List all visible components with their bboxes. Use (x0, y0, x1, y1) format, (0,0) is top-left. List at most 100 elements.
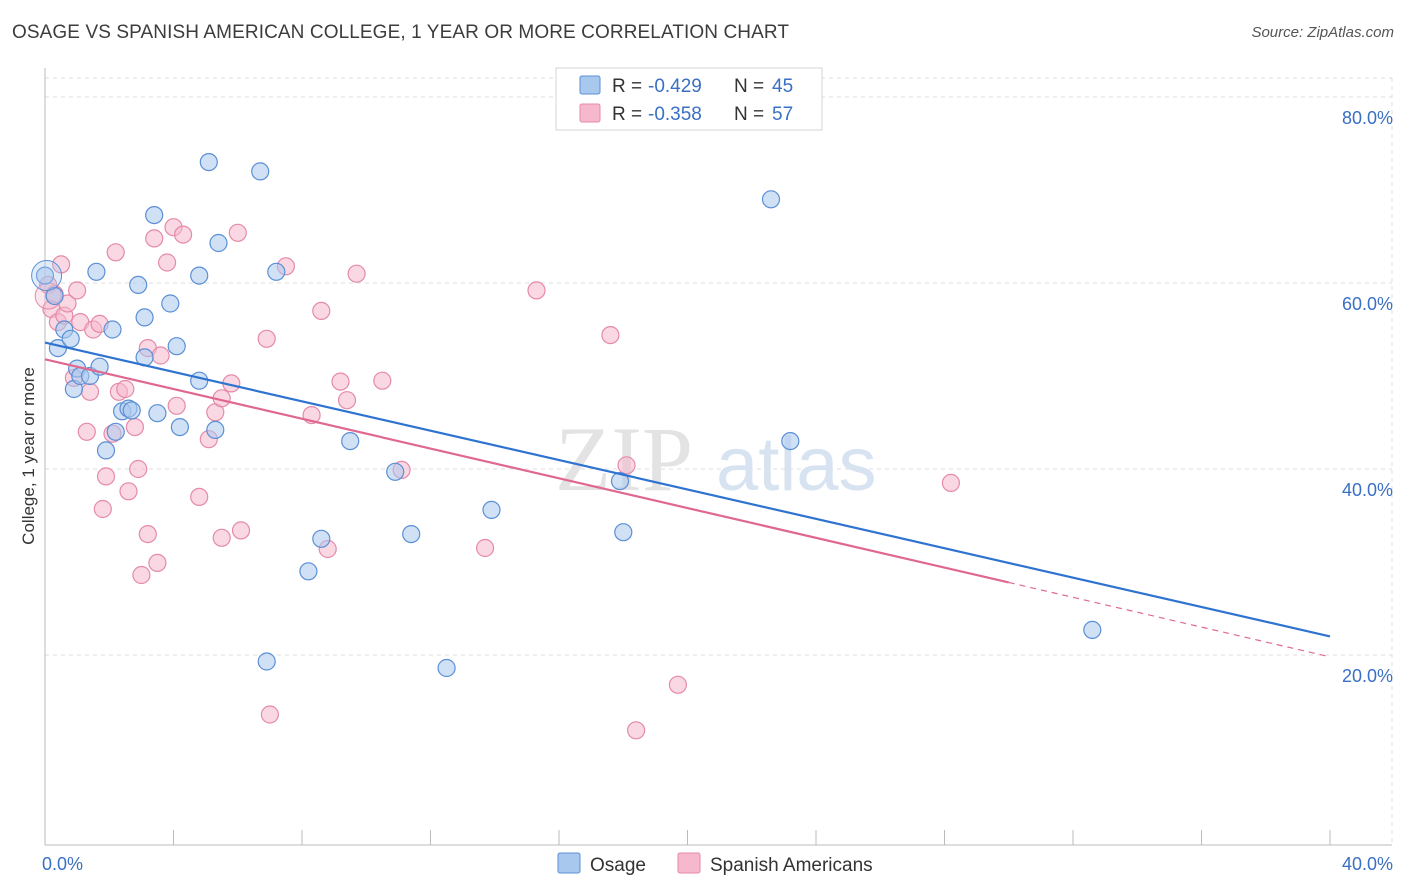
osage-point (135, 308, 154, 327)
spanish-point (668, 675, 688, 694)
y-tick-labels: 20.0% 40.0% 60.0% 80.0% (1342, 108, 1393, 686)
x-tick-labels: 0.0% 40.0% (42, 854, 1393, 874)
spanish-point (231, 521, 251, 540)
osage-point (206, 420, 225, 439)
osage-point (190, 371, 209, 390)
osage-point (129, 275, 148, 294)
osage-point (386, 462, 405, 481)
osage-point (122, 401, 141, 420)
osage-legend-swatch (579, 75, 601, 95)
spanish-trend-line (44, 358, 1009, 584)
y-tick-label: 80.0% (1342, 108, 1393, 128)
osage-point (781, 432, 800, 451)
osage-points (31, 153, 1102, 678)
x-tick-label-right: 40.0% (1342, 854, 1393, 874)
spanish-point (941, 473, 961, 492)
osage-series-swatch (557, 852, 581, 874)
osage-point (87, 262, 106, 281)
osage-point-cluster (31, 260, 63, 292)
y-tick-label: 40.0% (1342, 480, 1393, 500)
spanish-point (145, 229, 164, 248)
spanish-point (228, 223, 247, 242)
spanish-point (476, 538, 495, 558)
osage-point (190, 266, 209, 285)
spanish-r-value: -0.358 (648, 104, 702, 125)
spanish-point (373, 371, 392, 390)
x-tick-label-left: 0.0% (42, 854, 83, 874)
spanish-point (151, 346, 170, 365)
spanish-point (148, 553, 167, 573)
osage-point (35, 266, 55, 285)
spanish-point (174, 225, 193, 244)
osage-point (761, 190, 781, 209)
y-tick-label: 20.0% (1342, 666, 1393, 686)
spanish-point (106, 243, 125, 262)
osage-n-value: 45 (772, 76, 793, 97)
osage-point (610, 472, 630, 491)
osage-point (299, 562, 318, 581)
correlation-legend: R = -0.429 N = 45 R = -0.358 N = 57 (555, 67, 823, 131)
spanish-point (257, 329, 276, 348)
spanish-point (93, 499, 112, 519)
spanish-point (167, 396, 186, 415)
osage-point (312, 529, 331, 548)
spanish-point (527, 281, 546, 300)
spanish-point (617, 456, 636, 475)
source-label: Source: ZipAtlas.com (1251, 24, 1394, 41)
osage-point (251, 162, 270, 181)
osage-series-label: Osage (590, 855, 646, 876)
spanish-point (190, 487, 209, 506)
spanish-point (116, 379, 135, 399)
spanish-point (347, 264, 366, 283)
osage-point (106, 422, 125, 441)
spanish-point (96, 467, 116, 486)
spanish-point (119, 482, 138, 501)
osage-point (96, 441, 116, 460)
chart-title: OSAGE VS SPANISH AMERICAN COLLEGE, 1 YEA… (12, 22, 790, 43)
osage-r-value: -0.429 (648, 76, 702, 97)
osage-point (167, 337, 186, 356)
osage-point (45, 286, 64, 306)
spanish-point (212, 528, 231, 547)
spanish-point (67, 281, 87, 300)
spanish-point (125, 418, 144, 437)
spanish-point (601, 326, 620, 345)
spanish-point (312, 301, 331, 320)
osage-point (267, 262, 286, 281)
spanish-trend-extension (1008, 581, 1331, 658)
osage-point (209, 233, 228, 253)
spanish-n-value: 57 (772, 104, 793, 125)
spanish-point (132, 565, 151, 585)
spanish-series-label: Spanish Americans (710, 855, 873, 876)
osage-point (199, 153, 218, 172)
spanish-point (129, 459, 148, 479)
osage-point (1083, 620, 1102, 640)
spanish-point (80, 382, 100, 401)
osage-point (437, 658, 456, 678)
osage-point (614, 523, 633, 542)
spanish-point (77, 422, 96, 441)
spanish-point (626, 721, 646, 740)
osage-r-label: R = (612, 76, 647, 97)
spanish-legend-swatch (579, 103, 601, 123)
osage-point (161, 294, 180, 313)
osage-point (257, 652, 276, 671)
spanish-point (158, 253, 177, 272)
spanish-r-label: R = (612, 104, 647, 125)
watermark: ZIP atlas (555, 408, 877, 510)
spanish-n-label: N = (734, 104, 769, 125)
osage-point (482, 500, 501, 519)
osage-point (145, 206, 164, 225)
osage-point (148, 404, 167, 423)
osage-point (341, 432, 360, 451)
y-tick-label: 60.0% (1342, 294, 1393, 314)
osage-point (170, 418, 189, 437)
osage-point (402, 524, 421, 544)
osage-point (61, 329, 80, 348)
spanish-point (260, 705, 279, 724)
spanish-point (331, 372, 350, 391)
axes (44, 68, 1392, 846)
